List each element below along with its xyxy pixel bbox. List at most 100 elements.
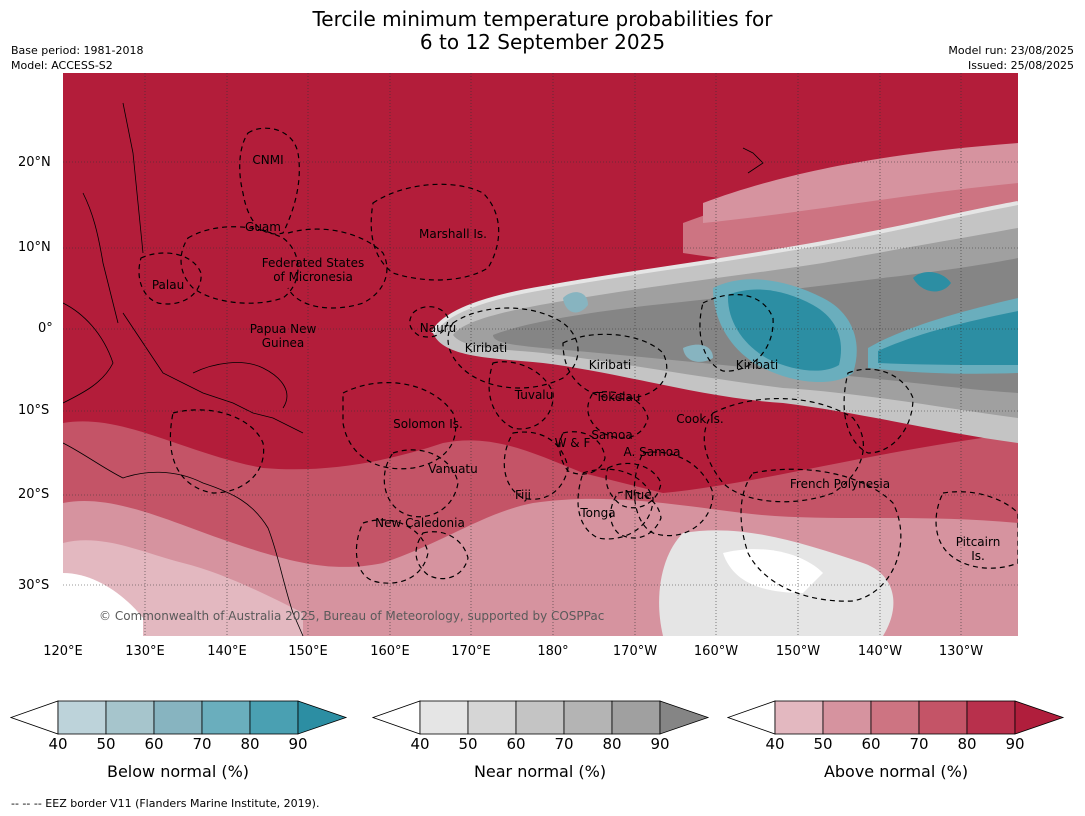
colorbar-extend-low <box>10 700 59 735</box>
place-label: A. Samoa <box>623 445 681 459</box>
colorbar-above <box>727 700 1065 735</box>
title-line-2: 6 to 12 September 2025 <box>419 30 666 54</box>
title-line-1: Tercile minimum temperature probabilitie… <box>312 7 773 31</box>
place-label: Palau <box>151 278 185 292</box>
place-label: Solomon Is. <box>393 417 463 431</box>
lon-label: 160°W <box>693 644 739 659</box>
colorbar-tick-label: 60 <box>144 735 164 753</box>
lon-label: 140°E <box>207 644 247 659</box>
colorbar-segment <box>419 700 469 735</box>
place-label: Fiji <box>514 488 532 502</box>
colorbar-title-near: Near normal (%) <box>473 762 607 781</box>
colorbar-tick-label: 80 <box>957 735 977 753</box>
place-label: French Polynesia <box>789 477 891 491</box>
colorbar-tick-label: 90 <box>288 735 308 753</box>
lon-label: 140°W <box>857 644 903 659</box>
copyright-text: © Commonwealth of Australia 2025, Bureau… <box>99 609 605 623</box>
colorbar-segment <box>57 700 107 735</box>
colorbar-tick-label: 60 <box>861 735 881 753</box>
colorbar-segment <box>918 700 968 735</box>
place-label: Vanuatu <box>428 462 478 476</box>
colorbar-tick-label: 60 <box>506 735 526 753</box>
colorbar-segment <box>966 700 1016 735</box>
place-label: Tokelau <box>595 390 641 404</box>
colorbar-near <box>372 700 710 735</box>
meta-right: Model run: 23/08/2025 Issued: 25/08/2025 <box>948 43 1074 73</box>
place-label: Kiribati <box>464 341 508 355</box>
colorbar-tick-label: 50 <box>458 735 478 753</box>
colorbar-extend-high <box>1014 700 1065 735</box>
place-label: Cook Is. <box>676 412 724 426</box>
model-run: Model run: 23/08/2025 <box>948 44 1074 57</box>
place-label: Tuvalu <box>514 388 554 402</box>
colorbar-tick-label: 90 <box>650 735 670 753</box>
lon-label: 160°E <box>370 644 410 659</box>
place-label: Guam <box>245 220 281 234</box>
probability-map: CNMI Guam Marshall Is. Federated States … <box>63 73 1018 636</box>
colorbar-tick-label: 40 <box>765 735 785 753</box>
colorbar-tick-label: 50 <box>813 735 833 753</box>
lat-label: 20°S <box>18 487 50 502</box>
colorbar-title-below: Below normal (%) <box>106 762 250 781</box>
colorbar-segment <box>201 700 251 735</box>
place-label: Marshall Is. <box>419 227 487 241</box>
place-label: Nauru <box>419 321 457 335</box>
place-label: New Caledonia <box>375 516 465 530</box>
colorbar-segment <box>105 700 155 735</box>
colorbar-extend-low <box>727 700 776 735</box>
model-name: Model: ACCESS-S2 <box>11 59 113 72</box>
lat-label: 0° <box>38 321 53 336</box>
colorbar-tick-label: 70 <box>192 735 212 753</box>
lat-label: 10°N <box>18 240 51 255</box>
place-label: Papua New Guinea <box>249 322 317 350</box>
lat-label: 10°S <box>18 403 50 418</box>
colorbar-tick-label: 80 <box>602 735 622 753</box>
place-label: Kiribati <box>588 358 632 372</box>
colorbar-segment <box>467 700 517 735</box>
lon-label: 170°E <box>451 644 491 659</box>
lon-label: 170°W <box>612 644 658 659</box>
base-period: Base period: 1981-2018 <box>11 44 144 57</box>
colorbar-extend-low <box>372 700 421 735</box>
lat-label: 30°S <box>18 578 50 593</box>
colorbar-segment <box>153 700 203 735</box>
map-canvas <box>63 73 1018 636</box>
colorbar-segment <box>563 700 613 735</box>
meta-left: Base period: 1981-2018 Model: ACCESS-S2 <box>11 43 143 73</box>
colorbar-tick-label: 90 <box>1005 735 1025 753</box>
colorbar-below <box>10 700 348 735</box>
colorbar-tick-label: 50 <box>96 735 116 753</box>
place-label: CNMI <box>252 153 284 167</box>
colorbar-segment <box>515 700 565 735</box>
lon-label: 120°E <box>43 644 83 659</box>
colorbar-tick-label: 40 <box>410 735 430 753</box>
colorbar-extend-high <box>659 700 710 735</box>
place-label: Niue <box>624 488 652 502</box>
lon-label: 150°W <box>775 644 821 659</box>
lon-label: 130°W <box>938 644 984 659</box>
lon-label: 150°E <box>288 644 328 659</box>
place-label: Pitcairn Is. <box>955 535 1001 563</box>
colorbar-tick-label: 80 <box>240 735 260 753</box>
place-label: Kiribati <box>735 358 779 372</box>
colorbar-tick-label: 40 <box>48 735 68 753</box>
place-label: Samoa <box>591 428 633 442</box>
colorbar-extend-high <box>297 700 348 735</box>
colorbar-tick-label: 70 <box>909 735 929 753</box>
lat-label: 20°N <box>18 155 51 170</box>
colorbar-segment <box>611 700 661 735</box>
colorbar-title-above: Above normal (%) <box>823 762 969 781</box>
lon-label: 180° <box>537 644 569 659</box>
colorbar-segment <box>774 700 824 735</box>
lon-label: 130°E <box>125 644 165 659</box>
colorbar-segment <box>822 700 872 735</box>
colorbar-segment <box>870 700 920 735</box>
place-label: Federated States of Micronesia <box>261 256 365 284</box>
map-title: Tercile minimum temperature probabilitie… <box>0 8 1085 54</box>
colorbar-segment <box>249 700 299 735</box>
place-label: Tonga <box>580 506 616 520</box>
colorbar-tick-label: 70 <box>554 735 574 753</box>
footnote: -- -- -- EEZ border V11 (Flanders Marine… <box>11 797 320 810</box>
issued-date: Issued: 25/08/2025 <box>967 59 1074 72</box>
place-label: W & F <box>554 436 591 450</box>
